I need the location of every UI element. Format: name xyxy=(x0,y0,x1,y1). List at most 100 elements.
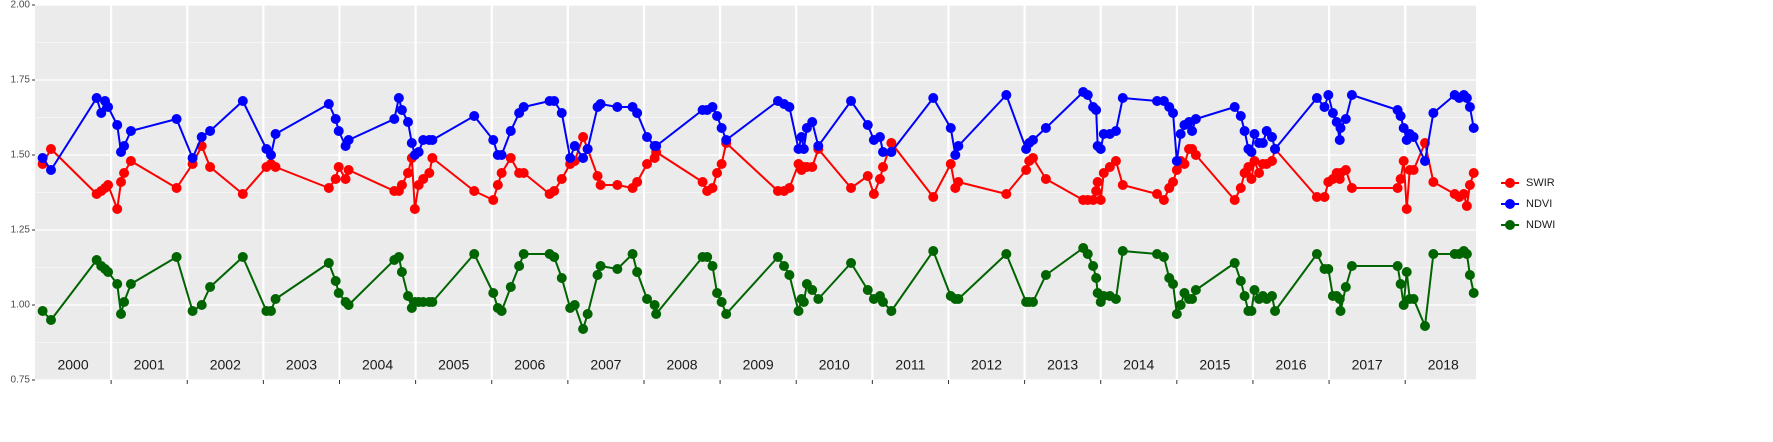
point xyxy=(116,309,127,319)
year-label: 2004 xyxy=(362,357,393,373)
point xyxy=(427,135,438,145)
point xyxy=(1408,165,1419,175)
point xyxy=(595,261,606,271)
point xyxy=(1335,306,1346,316)
year-label: 2007 xyxy=(590,357,621,373)
year-label: 2006 xyxy=(514,357,545,373)
point xyxy=(953,294,964,304)
point xyxy=(393,93,404,103)
point xyxy=(549,252,560,262)
point xyxy=(1346,183,1357,193)
point xyxy=(103,180,114,190)
point xyxy=(945,123,956,133)
point xyxy=(1461,93,1472,103)
point xyxy=(330,174,341,184)
point xyxy=(1110,156,1121,166)
point xyxy=(1398,156,1409,166)
point xyxy=(565,153,576,163)
point xyxy=(1229,195,1240,205)
point xyxy=(1246,174,1257,184)
point xyxy=(1235,276,1246,286)
point xyxy=(1001,249,1012,259)
year-label: 2010 xyxy=(819,357,850,373)
point xyxy=(496,306,507,316)
point xyxy=(1254,168,1265,178)
point xyxy=(403,291,414,301)
point xyxy=(96,108,107,118)
point xyxy=(270,294,281,304)
point xyxy=(496,150,507,160)
point xyxy=(868,189,879,199)
point xyxy=(469,186,480,196)
year-label: 2000 xyxy=(57,357,88,373)
point xyxy=(1110,126,1121,136)
y-tick-label: 1.75 xyxy=(11,75,31,86)
point xyxy=(237,252,248,262)
legend-swatch xyxy=(1505,220,1515,230)
point xyxy=(697,177,708,187)
point xyxy=(1395,279,1406,289)
point xyxy=(323,258,334,268)
point xyxy=(716,297,727,307)
point xyxy=(1091,105,1102,115)
point xyxy=(1187,126,1198,136)
point xyxy=(1346,261,1357,271)
point xyxy=(427,297,438,307)
point xyxy=(1190,285,1201,295)
year-label: 2012 xyxy=(971,357,1002,373)
point xyxy=(1040,123,1051,133)
point xyxy=(1229,258,1240,268)
point xyxy=(1395,174,1406,184)
year-label: 2002 xyxy=(210,357,241,373)
year-label: 2001 xyxy=(134,357,165,373)
point xyxy=(103,267,114,277)
point xyxy=(1091,186,1102,196)
point xyxy=(492,180,503,190)
point xyxy=(721,309,732,319)
point xyxy=(862,285,873,295)
point xyxy=(886,147,897,157)
point xyxy=(505,153,516,163)
point xyxy=(1179,159,1190,169)
year-label: 2017 xyxy=(1352,357,1383,373)
point xyxy=(1266,132,1277,142)
point xyxy=(784,270,795,280)
point xyxy=(1468,168,1479,178)
point xyxy=(237,96,248,106)
year-label: 2014 xyxy=(1123,357,1154,373)
point xyxy=(1246,306,1257,316)
point xyxy=(1239,291,1250,301)
point xyxy=(1249,285,1260,295)
point xyxy=(496,168,507,178)
point xyxy=(413,147,424,157)
point xyxy=(469,249,480,259)
point xyxy=(171,114,182,124)
point xyxy=(1088,261,1099,271)
point xyxy=(1408,132,1419,142)
point xyxy=(1428,108,1439,118)
point xyxy=(953,177,964,187)
year-label: 2016 xyxy=(1275,357,1306,373)
point xyxy=(1092,177,1103,187)
point xyxy=(1117,180,1128,190)
point xyxy=(582,144,593,154)
point xyxy=(406,138,417,148)
point xyxy=(1468,123,1479,133)
point xyxy=(205,282,216,292)
point xyxy=(878,162,889,172)
point xyxy=(505,282,516,292)
point xyxy=(592,171,603,181)
point xyxy=(556,108,567,118)
legend-swatch xyxy=(1505,178,1515,188)
point xyxy=(1464,102,1475,112)
point xyxy=(396,105,407,115)
point xyxy=(1110,294,1121,304)
point xyxy=(237,189,248,199)
legend-label: SWIR xyxy=(1526,177,1555,189)
point xyxy=(1319,192,1330,202)
point xyxy=(125,279,136,289)
point xyxy=(928,192,939,202)
point xyxy=(578,153,589,163)
point xyxy=(1175,129,1186,139)
